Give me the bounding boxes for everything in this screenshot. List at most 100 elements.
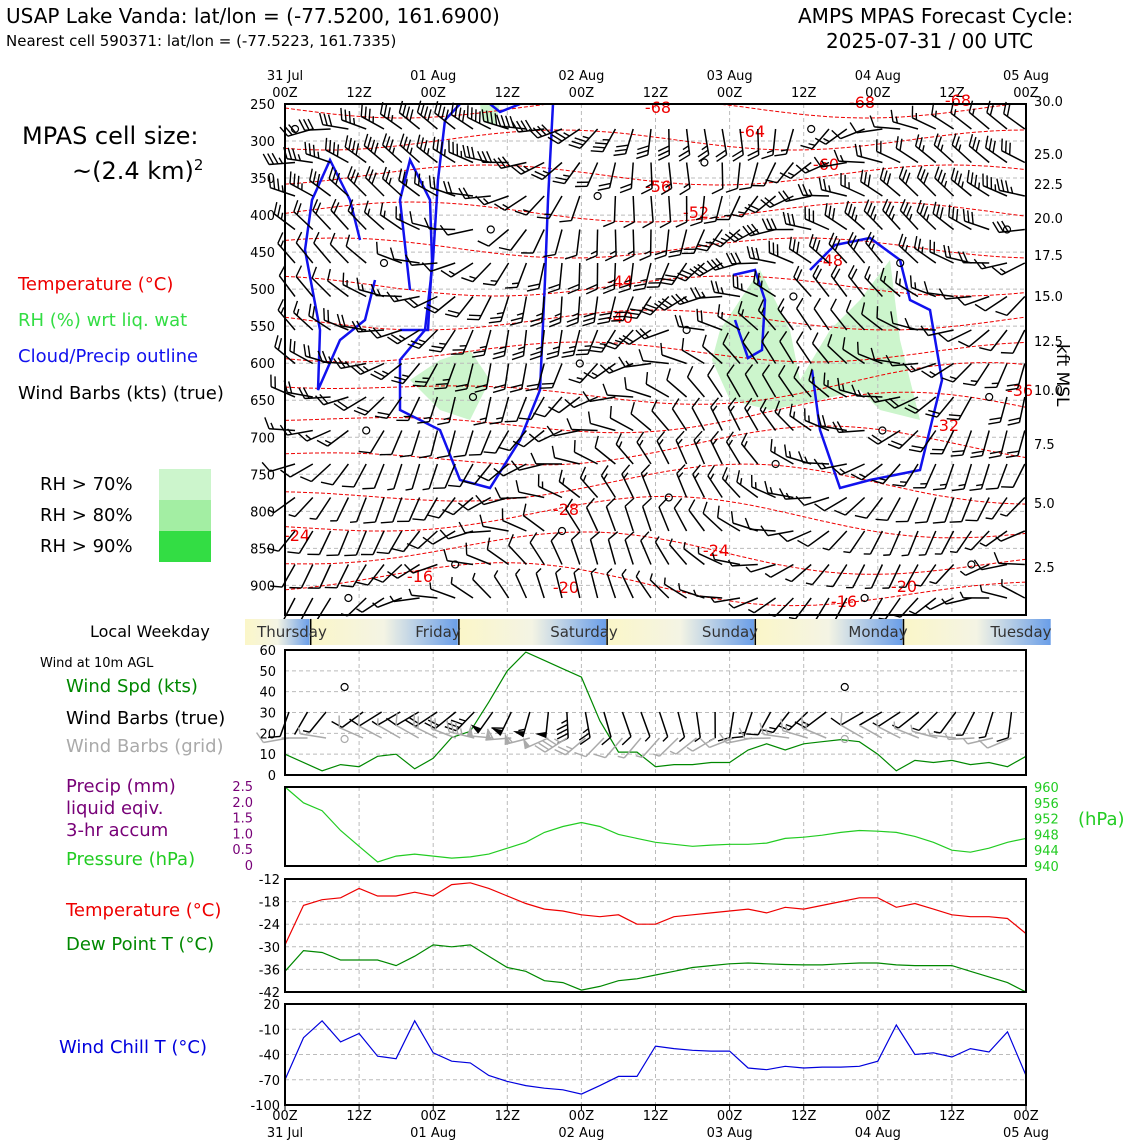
xsec-wind-barb-staff — [430, 588, 456, 599]
xsec-wind-barb — [904, 396, 937, 414]
xsec-wind-barb-full — [546, 425, 555, 437]
xsec-wind-barb — [350, 362, 385, 376]
xsec-wind-barb-half — [280, 240, 284, 248]
xsec-wind-barb-full — [417, 173, 421, 186]
xsec-wind-barb — [546, 329, 563, 360]
calm-circle-grid — [840, 734, 849, 744]
xsec-wind-barb — [387, 463, 403, 491]
xsec-wind-barb-full — [847, 203, 853, 216]
xsec-wind-barb — [573, 440, 598, 465]
xsec-wind-barb-full — [640, 187, 653, 195]
xsec-wind-barb-full — [867, 436, 879, 445]
xsec-wind-barb-full — [316, 439, 328, 447]
xsec-wind-barb — [759, 398, 777, 431]
xsec-wind-barb-staff — [736, 162, 741, 189]
xsec-wind-barb-full — [989, 417, 1002, 421]
surface-wind-barb-staff — [984, 711, 994, 738]
legend-wind: Wind Barbs (kts) (true) — [18, 383, 224, 404]
xsec-wind-barb-half — [821, 462, 827, 469]
xsec-wind-barb-full — [551, 445, 556, 458]
xsec-wind-barb-full — [933, 241, 936, 254]
xsec-wind-barb-staff — [909, 328, 936, 331]
xsec-wind-barb — [934, 166, 955, 197]
xsec-wind-barb-staff — [1006, 496, 1026, 517]
xsec-wind-barb-full — [567, 288, 580, 295]
xsec-wind-barb-staff — [625, 388, 652, 398]
xsec-wind-barb-full — [530, 317, 543, 323]
xsec-wind-barb — [372, 597, 403, 609]
xsec-wind-barb — [496, 114, 527, 130]
xsec-wind-barb-full — [689, 268, 701, 277]
xsec-wind-barb-staff — [610, 417, 634, 432]
xsec-wind-barb — [717, 304, 741, 331]
surface-wind-barb-staff — [293, 711, 309, 735]
surface-wind-barb-half — [561, 719, 568, 724]
xsec-wind-barb-full — [399, 454, 412, 458]
xsec-wind-barb-full — [528, 128, 539, 139]
xsec-wind-barb-half — [709, 473, 715, 480]
xsec-wind-barb-half — [710, 216, 718, 219]
xsec-wind-barb-full — [938, 288, 947, 300]
xsec-wind-barb — [607, 531, 619, 565]
xsec-wind-barb — [333, 357, 367, 370]
xsec-wind-barb-staff — [510, 229, 527, 251]
xsec-wind-barb-full — [537, 474, 540, 487]
xsec-wind-barb — [737, 300, 759, 331]
xsec-wind-barb-full — [494, 113, 498, 126]
xsec-wind-barb — [582, 296, 599, 327]
xsec-wind-barb-full — [730, 511, 734, 524]
xsec-wind-barb-half — [1010, 186, 1014, 194]
xsec-wind-barb-full — [640, 531, 650, 542]
xsec-wind-barb — [345, 234, 367, 264]
xsec-wind-barb-half — [324, 439, 332, 445]
xsec-wind-barb-staff — [393, 463, 403, 489]
surface-wind-barb-half — [892, 724, 899, 729]
xsec-wind-barb — [437, 396, 456, 426]
xsec-wind-barb-full — [973, 559, 983, 571]
xsec-wind-barb — [830, 264, 848, 297]
xsec-wind-barb-full — [356, 406, 369, 413]
xsec-wind-barb — [696, 308, 723, 331]
surface-wind-barb-full — [447, 722, 460, 729]
xsec-wind-barb-full — [309, 168, 313, 181]
xsec-wind-barb-full — [923, 172, 929, 185]
xsec-wind-barb-full — [561, 354, 574, 359]
xsec-wind-barb — [530, 452, 563, 465]
xsec-wind-barb-half — [267, 508, 275, 514]
xsec-wind-barb-staff — [947, 329, 972, 343]
xsec-wind-barb-staff — [807, 530, 830, 547]
xsec-wind-barb-full — [675, 293, 685, 304]
xsec-wind-barb-full — [422, 536, 434, 545]
weekday-label: Monday — [848, 623, 907, 641]
xsec-wind-barb-staff — [535, 573, 545, 599]
xsec-wind-barb-full — [808, 368, 813, 381]
xsec-wind-barb-full — [555, 176, 568, 181]
xsec-wind-barb-staff — [811, 342, 830, 364]
xsec-wind-barb-full — [922, 206, 929, 218]
xsec-wind-barb-half — [882, 587, 890, 589]
xsec-wind-barb-half — [403, 415, 411, 418]
xsec-wind-barb — [638, 295, 670, 316]
xsec-wind-barb — [824, 203, 848, 231]
xsec-wind-barb-full — [340, 584, 353, 588]
xsec-wind-barb-full — [895, 270, 898, 284]
xsec-wind-barb-staff — [707, 374, 723, 398]
xsec-wind-barb — [477, 228, 510, 247]
xsec-wind-barb-staff — [856, 128, 883, 134]
xsec-wind-barb — [570, 531, 581, 565]
xsec-wind-barb — [673, 498, 688, 532]
xsec-wind-barb-full — [433, 176, 436, 190]
xsec-wind-barb-half — [402, 374, 409, 378]
grid-wind-barb — [840, 712, 864, 739]
xsec-wind-barb — [785, 563, 812, 583]
xsec-wind-barb — [488, 296, 510, 324]
xsec-wind-barb-half — [658, 439, 664, 446]
grid-wind-barb-staff — [692, 737, 716, 752]
xsec-wind-barb-staff — [861, 313, 883, 331]
xsec-wind-barb-staff — [832, 564, 848, 587]
xsec-wind-barb-full — [974, 174, 978, 187]
xsec-wind-barb-half — [826, 585, 834, 588]
xsec-wind-barb-full — [778, 191, 787, 202]
xsec-wind-barb-full — [913, 236, 918, 249]
xsec-wind-barb-full — [661, 298, 673, 307]
